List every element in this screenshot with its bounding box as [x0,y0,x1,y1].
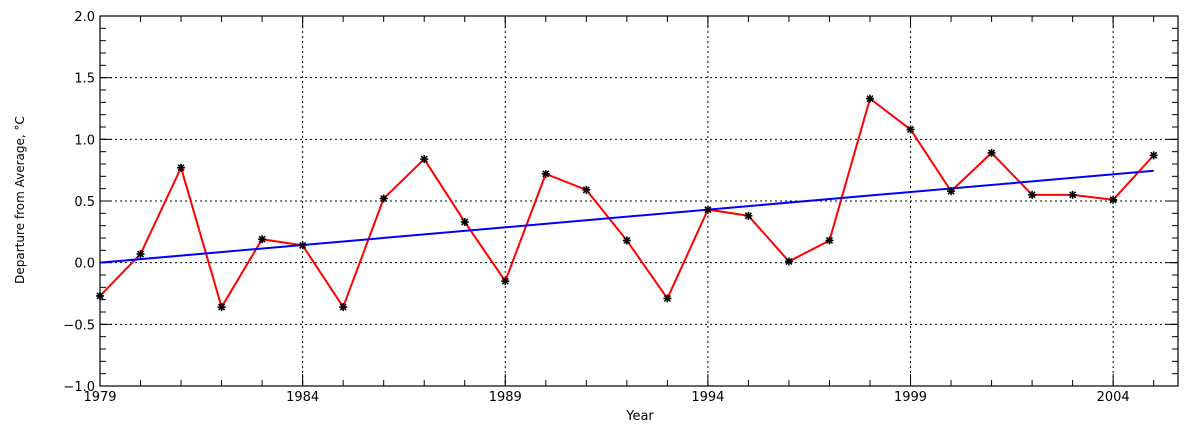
data-point-marker [663,294,672,303]
data-point-marker [460,217,469,226]
data-point-marker [339,303,348,312]
x-tick-label: 1989 [489,390,522,405]
marker-stroke [461,218,469,226]
y-tick-label: −0.5 [63,318,95,333]
marker-stroke [785,257,793,265]
marker-stroke [501,277,509,285]
data-point-marker [136,250,145,259]
marker-stroke [825,236,834,245]
marker-stroke [177,164,185,172]
marker-stroke [988,149,996,157]
marker-stroke [380,194,388,203]
ticks-layer [99,15,1178,387]
data-point-marker [1109,195,1118,204]
x-tick-label: 1994 [691,390,724,405]
series-layer [99,97,1155,309]
marker-stroke [339,303,347,311]
marker-stroke [582,186,590,194]
x-tick-label: 1984 [286,390,319,405]
data-point-marker [420,155,429,164]
marker-stroke [947,187,955,195]
data-point-marker [825,236,834,245]
x-tick-label: 1999 [894,390,927,405]
marker-stroke [1028,191,1036,199]
data-point-marker [379,194,388,203]
marker-stroke [1069,191,1077,199]
data-point-marker [784,257,793,266]
data-point-marker [1149,151,1158,160]
marker-stroke [542,170,550,178]
marker-stroke [663,294,671,302]
data-point-marker [744,211,753,220]
data-point-marker [582,185,591,194]
plot-frame [99,15,1179,387]
data-point-marker [1028,190,1037,199]
data-point-marker [987,148,996,157]
marker-layer [96,94,1158,312]
data-point-marker [258,235,267,244]
data-point-marker [177,163,186,172]
marker-stroke [420,155,428,163]
y-axis-label: Departure from Average, °C [13,116,27,284]
y-tick-label: 1.5 [74,72,95,87]
marker-stroke [704,206,712,214]
trend-line [99,169,1154,264]
marker-stroke [299,241,307,249]
data-point-marker [703,205,712,214]
grid-layer [100,16,1178,386]
marker-stroke [1150,151,1158,159]
anomaly-line [99,97,1155,309]
marker-stroke [623,236,631,245]
marker-stroke [1109,196,1117,204]
data-point-marker [298,241,307,250]
marker-stroke [906,125,915,134]
data-point-marker [217,303,226,312]
marker-stroke [218,303,226,311]
marker-stroke [866,95,874,103]
marker-stroke [136,250,145,258]
y-tick-label: 0.0 [74,257,95,272]
x-tick-label: 1979 [83,390,116,405]
data-point-marker [622,236,631,245]
data-point-marker [906,125,915,134]
x-tick-label: 2004 [1097,390,1130,405]
y-tick-label: 0.5 [74,195,95,210]
data-point-marker [501,277,510,286]
y-tick-label: 2.0 [74,10,95,25]
marker-stroke [258,235,266,243]
data-point-marker [541,169,550,178]
marker-stroke [744,212,752,220]
data-point-marker [947,187,956,196]
y-tick-label: −1.0 [63,380,95,395]
data-point-marker [1068,190,1077,199]
data-point-marker [866,94,874,103]
y-tick-label: 1.0 [74,133,95,148]
label-layer: −1.0 −0.5 0.0 0.5 1.0 1.5 2.0 1979 1984 1989 1994 1… [63,10,1129,405]
x-axis-label: Year [625,409,654,424]
